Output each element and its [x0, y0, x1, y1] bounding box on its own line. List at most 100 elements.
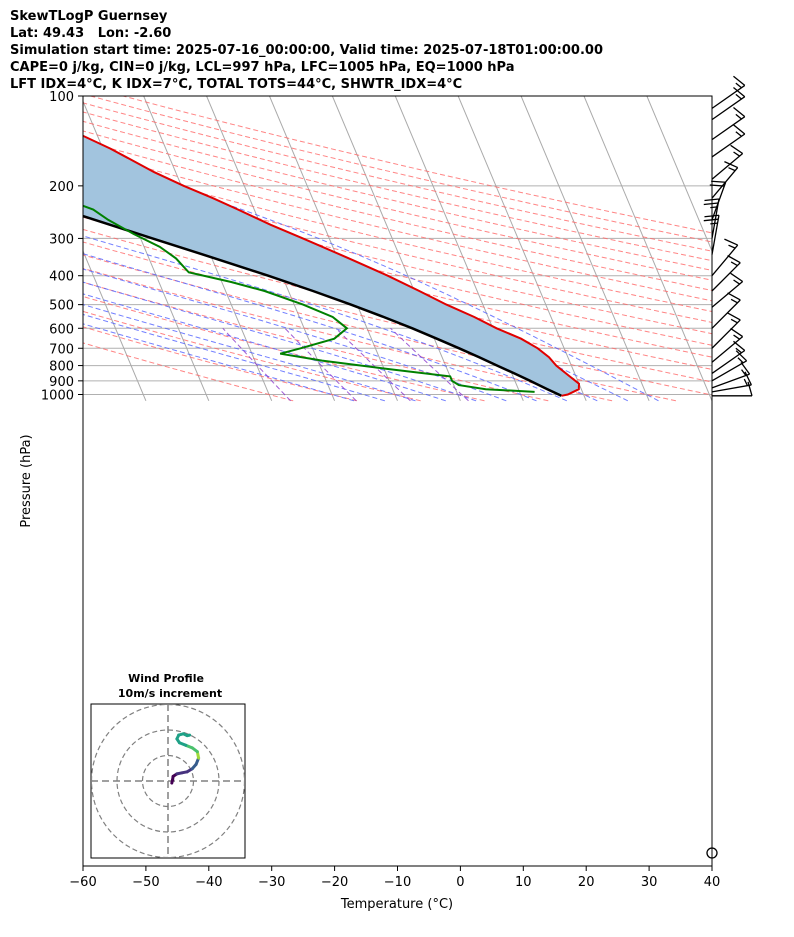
dry-adiabat: [83, 120, 712, 271]
dry-adiabat: [123, 96, 712, 234]
y-tick-label: 100: [49, 90, 74, 105]
profile-layer: [83, 134, 581, 397]
dry-adiabat: [83, 241, 712, 396]
hodograph-ring: [91, 704, 245, 858]
barb-flag: [727, 312, 741, 321]
barb-flag: [703, 202, 719, 206]
wind-barb: [712, 381, 753, 397]
dry-adiabat: [83, 193, 712, 346]
barb-flag: [724, 238, 738, 246]
wind-barb: [711, 362, 751, 389]
moist-adiabat: [83, 253, 537, 402]
dry-adiabat: [83, 204, 712, 358]
barb-flag: [735, 350, 748, 362]
isotherm-line: [583, 96, 712, 402]
hodograph-plot: [91, 704, 245, 858]
barb-flag: [724, 161, 738, 169]
wind-barb: [711, 312, 741, 349]
axes: −60 −50 −40 −30 −20 −10 0 10 20 30 40 100 200 300 400 5…: [41, 90, 720, 890]
barb-half-flag: [737, 357, 744, 364]
barb-shaft: [711, 152, 744, 180]
x-tick-label: 0: [456, 875, 464, 890]
barb-half-flag: [730, 298, 738, 304]
wind-barb: [711, 292, 741, 329]
wind-barb: [711, 255, 741, 292]
y-tick-label: 500: [49, 299, 74, 314]
barb-half-flag: [728, 167, 736, 172]
barb-shaft: [711, 182, 727, 221]
isotherm-line: [269, 96, 398, 402]
x-tick-label: −30: [258, 875, 285, 890]
wind-barb: [711, 75, 746, 109]
barb-half-flag: [735, 82, 742, 89]
mixing-ratio-line: [284, 327, 357, 402]
barb-flag: [727, 292, 741, 301]
stability-indices-line: LFT IDX=4°C, K IDX=7°C, TOTAL TOTS=44°C,…: [10, 77, 463, 92]
wind-barb: [711, 124, 746, 158]
x-tick-label: 30: [641, 875, 658, 890]
x-tick-label: 20: [578, 875, 595, 890]
barb-flag: [711, 180, 726, 183]
barb-shaft: [711, 299, 741, 329]
barb-shaft: [711, 373, 750, 389]
dry-adiabat: [83, 102, 712, 252]
chart-title: SkewTLogP Guernsey: [10, 9, 168, 24]
barb-shaft: [711, 215, 720, 255]
hodograph-title: Wind Profile: [128, 672, 204, 685]
chart-header: SkewTLogP Guernsey Lat: 49.43 Lon: -2.60 S…: [10, 8, 603, 93]
barb-flag: [730, 272, 744, 283]
barb-shaft: [711, 349, 746, 374]
dry-adiabat: [83, 130, 712, 281]
barb-shaft: [711, 281, 744, 308]
barb-half-flag: [735, 113, 742, 120]
barb-half-flag: [730, 261, 738, 267]
barb-flag: [730, 327, 744, 338]
dry-adiabat: [83, 160, 712, 313]
x-tick-label: 40: [704, 875, 721, 890]
x-tick-label: −10: [384, 875, 411, 890]
cape-area: [83, 135, 579, 396]
dry-adiabat: [83, 310, 421, 402]
barb-flag: [740, 362, 751, 375]
y-axis-label: Pressure (hPa): [19, 434, 34, 527]
x-tick-label: −20: [321, 875, 348, 890]
barb-shaft: [711, 360, 747, 382]
dry-adiabat: [83, 295, 485, 402]
barb-flag: [727, 255, 741, 264]
isotherm-line: [83, 249, 147, 402]
hodograph-subtitle: 10m/s increment: [118, 687, 222, 700]
isotherm-line: [0, 96, 20, 401]
dry-adiabat: [83, 254, 677, 402]
dry-adiabat: [83, 140, 712, 291]
wind-barb: [711, 87, 746, 121]
barb-shaft: [711, 84, 746, 109]
hodograph-segment: [185, 733, 192, 738]
barb-half-flag: [733, 151, 740, 157]
wind-barb: [711, 327, 744, 363]
mixing-ratio-line: [390, 327, 469, 402]
barb-flag: [747, 381, 753, 396]
x-tick-label: 10: [515, 875, 532, 890]
wind-barb: [711, 144, 744, 180]
barb-flag: [733, 106, 746, 118]
x-tick-label: −60: [69, 875, 96, 890]
barb-shaft: [711, 262, 741, 292]
background-lines: [0, 96, 712, 402]
wind-barb: [711, 161, 739, 199]
barb-shaft: [711, 384, 752, 393]
x-tick-label: −50: [132, 875, 159, 890]
wind-barb: [711, 350, 748, 382]
dry-adiabat: [83, 267, 613, 402]
barb-flag: [730, 144, 744, 155]
barb-half-flag: [730, 318, 738, 324]
y-tick-label: 400: [49, 270, 74, 285]
dry-adiabat: [83, 171, 712, 323]
barb-shaft: [711, 336, 744, 363]
wind-barbs: [703, 75, 753, 859]
moist-adiabat: [83, 303, 416, 402]
barb-half-flag: [728, 244, 736, 249]
dry-adiabat: [83, 216, 712, 370]
barb-shaft: [711, 319, 741, 349]
y-tick-label: 1000: [41, 389, 74, 404]
